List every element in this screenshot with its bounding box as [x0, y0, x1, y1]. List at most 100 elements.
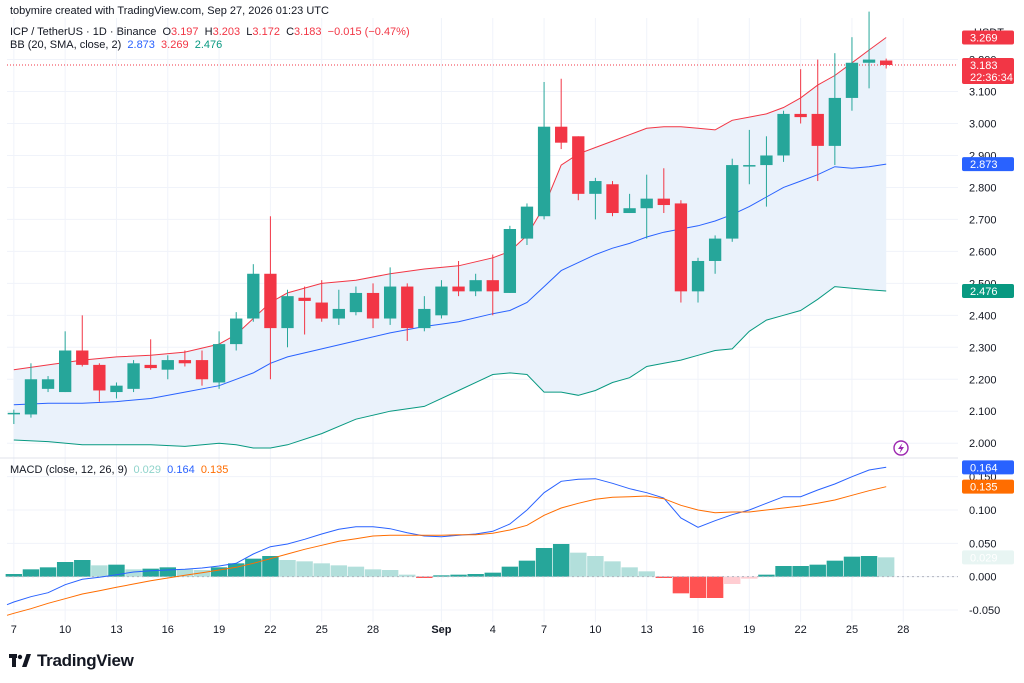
macd-histogram-bar[interactable] [193, 570, 211, 577]
candle-19[interactable] [212, 331, 226, 389]
macd-histogram-bar[interactable] [552, 544, 570, 577]
macd-histogram-bar[interactable] [672, 576, 690, 594]
macd-histogram-bar[interactable] [826, 560, 844, 577]
candle-34[interactable] [469, 273, 482, 297]
macd-histogram-bar[interactable] [655, 576, 673, 578]
candle-47[interactable] [691, 257, 705, 303]
candle-39[interactable] [555, 78, 568, 150]
macd-histogram-bar[interactable] [399, 574, 416, 577]
candlesticks[interactable] [7, 11, 893, 425]
candle-37[interactable] [520, 203, 534, 245]
macd-histogram-bar[interactable] [570, 552, 587, 577]
candle-29[interactable] [383, 267, 397, 325]
candle-13[interactable] [110, 382, 123, 399]
macd-histogram-bar[interactable] [706, 576, 724, 598]
macd-histogram-bar[interactable] [74, 560, 91, 577]
macd-histogram-bar[interactable] [5, 574, 23, 577]
macd-histogram-bar[interactable] [518, 560, 536, 577]
candle-18[interactable] [195, 350, 209, 386]
macd-histogram-bar[interactable] [56, 562, 74, 577]
macd-histogram-bar[interactable] [484, 572, 501, 577]
macd-histogram[interactable] [5, 544, 958, 598]
candle-28[interactable] [366, 283, 380, 329]
macd-histogram-bar[interactable] [843, 556, 861, 577]
candle-54[interactable] [811, 59, 824, 182]
macd-histogram-bar[interactable] [501, 566, 519, 577]
macd-histogram-bar[interactable] [775, 566, 792, 577]
candle-20[interactable] [230, 312, 243, 351]
macd-histogram-bar[interactable] [877, 557, 895, 577]
macd-histogram-bar[interactable] [210, 567, 228, 577]
candle-22[interactable] [264, 216, 277, 380]
candle-32[interactable] [435, 280, 448, 319]
macd-histogram-bar[interactable] [741, 576, 758, 579]
candle-41[interactable] [589, 177, 602, 220]
macd-histogram-bar[interactable] [347, 566, 365, 577]
macd-histogram-bar[interactable] [262, 556, 279, 577]
candle-43[interactable] [623, 193, 636, 214]
candle-12[interactable] [93, 363, 106, 402]
lightning-icon[interactable] [893, 440, 909, 456]
candle-9[interactable] [41, 376, 55, 393]
macd-histogram-bar[interactable] [364, 569, 382, 577]
candle-50[interactable] [743, 129, 756, 185]
candle-42[interactable] [606, 181, 619, 217]
candle-27[interactable] [349, 286, 363, 316]
macd-histogram-bar[interactable] [621, 567, 638, 577]
macd-histogram-bar[interactable] [381, 570, 399, 577]
candle-33[interactable] [452, 260, 465, 297]
candle-45[interactable] [657, 168, 670, 214]
candle-36[interactable] [503, 225, 517, 293]
tradingview-brand[interactable]: TradingView [9, 650, 134, 672]
macd-histogram-bar[interactable] [227, 563, 245, 577]
candle-52[interactable] [777, 110, 790, 162]
candle-7[interactable] [7, 409, 20, 425]
candle-38[interactable] [537, 81, 551, 220]
bb-legend[interactable]: BB (20, SMA, close, 2) 2.873 3.269 2.476 [10, 39, 222, 51]
macd-histogram-bar[interactable] [433, 575, 450, 577]
macd-histogram-bar[interactable] [22, 569, 40, 577]
macd-histogram-bar[interactable] [279, 560, 296, 577]
macd-histogram-bar[interactable] [467, 574, 484, 577]
macd-histogram-bar[interactable] [245, 558, 262, 577]
macd-histogram-bar[interactable] [604, 561, 621, 577]
macd-histogram-bar[interactable] [142, 568, 159, 577]
macd-histogram-bar[interactable] [330, 565, 348, 577]
macd-histogram-bar[interactable] [758, 574, 775, 577]
candle-24[interactable] [298, 286, 311, 335]
bb-title[interactable]: BB (20, SMA, close, 2) [10, 39, 122, 51]
candle-58[interactable] [880, 58, 893, 69]
candle-53[interactable] [794, 69, 807, 124]
macd-histogram-bar[interactable] [638, 571, 655, 577]
candle-56[interactable] [845, 37, 859, 111]
candle-48[interactable] [708, 235, 722, 274]
macd-histogram-bar[interactable] [176, 569, 194, 577]
macd-histogram-bar[interactable] [125, 569, 142, 577]
candle-21[interactable] [247, 264, 260, 322]
candle-51[interactable] [760, 136, 773, 207]
macd-histogram-bar[interactable] [416, 576, 433, 578]
macd-histogram-bar[interactable] [91, 565, 108, 577]
candle-16[interactable] [161, 355, 174, 380]
candle-23[interactable] [281, 289, 294, 348]
candle-46[interactable] [674, 200, 688, 303]
candle-15[interactable] [144, 339, 157, 370]
macd-histogram-bar[interactable] [159, 567, 176, 577]
candle-30[interactable] [401, 283, 414, 341]
candle-25[interactable] [315, 280, 328, 322]
macd-histogram-bar[interactable] [792, 566, 809, 577]
candle-35[interactable] [486, 254, 499, 316]
symbol-title[interactable]: ICP / TetherUS · 1D · Binance [10, 26, 157, 38]
candle-49[interactable] [726, 158, 739, 242]
macd-histogram-bar[interactable] [587, 556, 604, 577]
candle-40[interactable] [572, 136, 585, 201]
candle-55[interactable] [828, 53, 842, 166]
macd-title[interactable]: MACD (close, 12, 26, 9) [10, 464, 128, 476]
macd-histogram-bar[interactable] [724, 576, 741, 584]
macd-histogram-bar[interactable] [313, 563, 330, 577]
candle-57[interactable] [862, 11, 876, 89]
candle-26[interactable] [332, 289, 345, 325]
candle-11[interactable] [76, 315, 89, 367]
candle-10[interactable] [58, 331, 72, 393]
